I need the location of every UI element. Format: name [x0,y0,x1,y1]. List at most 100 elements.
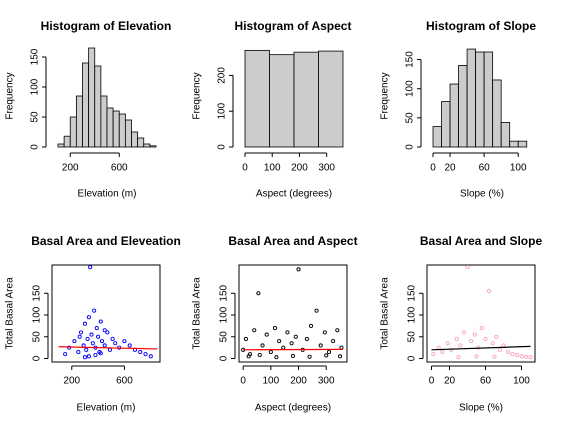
y-tick-label: 0 [32,355,43,361]
point [102,343,107,348]
bar [100,95,108,148]
x-tick-label: 60 [479,163,491,174]
point [84,347,89,352]
x-tick-label: 20 [444,163,456,174]
point [461,330,466,335]
point [456,355,461,360]
y-tick-label: 50 [405,112,416,124]
y-tick-label: 0 [30,144,41,150]
chart-title: Basal Area and Aspect [228,234,357,248]
x-tick-label: 300 [318,376,335,387]
point [474,354,479,359]
bar [500,122,511,148]
y-tick-label: 50 [30,111,41,123]
bar [475,51,485,148]
bar [75,95,83,148]
x-tick-label: 300 [318,163,335,174]
x-tick-label: 100 [510,163,527,174]
chart-title: Histogram of Slope [426,19,536,33]
x-tick-label: 200 [63,376,80,387]
bar [82,62,90,148]
point [494,334,499,339]
point [82,321,87,326]
plot-box [238,264,348,363]
point [479,326,484,331]
point [143,352,148,357]
y-axis-label: Frequency [192,72,203,119]
point [331,339,336,344]
point [96,334,101,339]
point [86,354,91,359]
point [304,336,309,341]
point [339,345,344,350]
bar [106,107,114,148]
x-axis-label: Elevation (m) [78,189,137,200]
y-tick-label: 100 [30,78,41,95]
point [469,339,474,344]
point [431,352,436,357]
point [293,334,298,339]
point [99,339,105,344]
y-tick-label: 0 [407,355,418,361]
x-tick-label: 200 [62,163,79,174]
y-tick-label: 150 [30,48,41,65]
point [454,336,459,341]
point [458,343,463,348]
point [497,347,502,352]
point [256,291,261,296]
point [107,347,113,352]
bar [244,49,270,148]
y-tick-label: 100 [32,306,43,323]
x-tick-label: 600 [116,376,133,387]
point [113,341,118,346]
y-tick-label: 50 [32,331,43,343]
y-tick-label: 50 [407,331,418,343]
fit-line [431,345,531,351]
bar [88,47,96,148]
bar [492,79,502,148]
point [465,265,470,270]
point [308,323,314,328]
point [523,354,529,359]
point [335,328,340,333]
point [483,336,488,341]
y-tick-label: 200 [217,67,228,84]
bar [149,145,157,148]
point [243,336,248,341]
fit-line [58,346,158,350]
bar [131,131,139,148]
bar [509,140,519,148]
bar [293,51,319,148]
bar [63,135,71,148]
bar [449,83,459,148]
x-tick-label: 200 [290,376,307,387]
x-tick-label: 0 [429,376,435,387]
point [98,351,103,356]
point [94,326,99,331]
y-tick-label: 150 [219,284,230,301]
y-tick-label: 100 [217,102,228,119]
x-tick-label: 0 [430,163,436,174]
y-axis-label: Frequency [5,72,16,119]
point [85,336,90,341]
plot-box [51,264,161,363]
point [487,289,492,294]
point [78,330,84,335]
bar [143,143,151,148]
point [76,349,81,355]
chart-title: Histogram of Elevation [41,19,172,33]
y-tick-label: 50 [219,331,230,343]
point [274,355,279,360]
point [296,267,301,272]
point [93,352,98,358]
chart-title: Histogram of Aspect [235,19,352,33]
x-axis-label: Slope (%) [459,403,503,414]
bar [269,54,295,148]
point [318,343,323,348]
point [89,332,94,337]
bar [69,116,77,148]
point [326,349,332,355]
y-tick-label: 150 [407,284,418,301]
bar [57,143,65,148]
